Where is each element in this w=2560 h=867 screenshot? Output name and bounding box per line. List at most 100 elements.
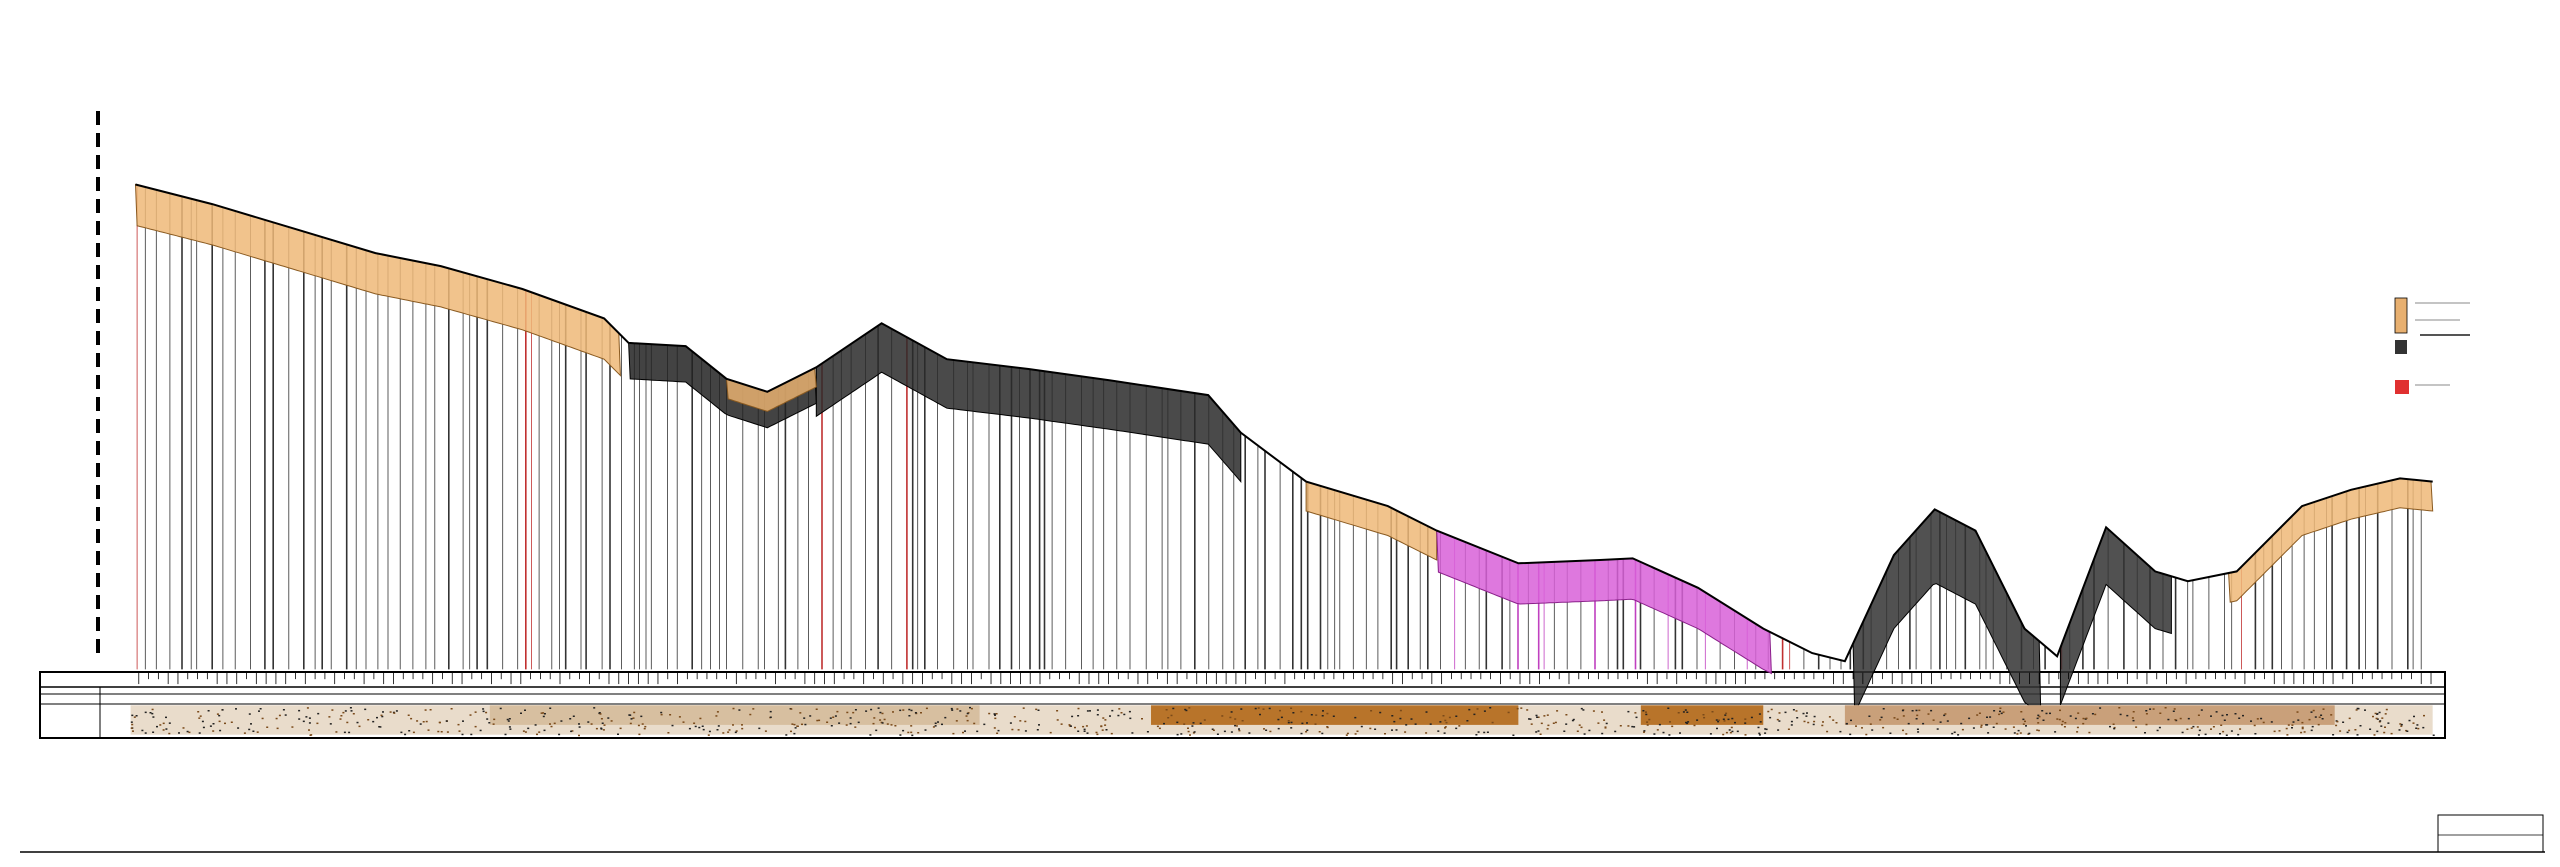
soil-speck <box>1725 712 1728 715</box>
soil-speck <box>2412 722 2415 724</box>
soil-speck <box>969 706 971 709</box>
soil-speck <box>1536 716 1539 718</box>
soil-speck <box>445 720 448 722</box>
soil-speck <box>973 722 976 725</box>
soil-speck <box>2149 708 2152 710</box>
soil-speck <box>2221 714 2224 717</box>
soil-speck <box>1999 710 2001 713</box>
soil-speck <box>2336 720 2339 723</box>
soil-speck <box>1552 722 1555 724</box>
soil-speck <box>955 720 958 722</box>
soil-speck <box>2335 724 2338 727</box>
soil-speck <box>1980 726 1983 728</box>
soil-speck <box>1716 727 1718 730</box>
soil-speck <box>376 716 378 719</box>
soil-speck <box>1187 727 1189 729</box>
soil-speck <box>540 712 543 714</box>
soil-speck <box>2373 734 2376 736</box>
soil-speck <box>892 711 894 713</box>
soil-speck <box>266 726 269 728</box>
soil-speck <box>796 725 799 727</box>
soil-speck <box>959 710 962 712</box>
soil-speck <box>1696 719 1699 721</box>
soil-speck <box>1871 729 1874 731</box>
soil-speck <box>2144 732 2146 734</box>
soil-speck <box>284 714 287 716</box>
soil-speck <box>617 733 619 735</box>
soil-speck <box>298 709 301 712</box>
soil-speck <box>1354 733 1357 735</box>
soil-speck <box>1056 710 1059 712</box>
soil-speck <box>2085 717 2088 720</box>
soil-speck <box>1024 720 1027 723</box>
soil-speck <box>1597 722 1600 724</box>
soil-speck <box>198 732 201 734</box>
soil-speck <box>1235 725 1238 727</box>
soil-speck <box>1796 717 1799 719</box>
soil-speck <box>2285 727 2288 730</box>
soil-speck <box>1529 718 1532 720</box>
soil-speck <box>734 731 737 734</box>
soil-speck <box>162 722 165 725</box>
soil-speck <box>1605 722 1608 725</box>
soil-speck <box>1685 721 1687 724</box>
soil-speck <box>2286 734 2289 736</box>
soil-speck <box>219 729 222 732</box>
soil-speck <box>1473 713 1476 716</box>
soil-speck <box>380 714 383 717</box>
soil-speck <box>738 709 741 711</box>
soil-speck <box>2321 718 2324 720</box>
soil-speck <box>358 725 361 728</box>
soil-speck <box>1658 723 1661 726</box>
soil-speck <box>1633 726 1636 728</box>
soil-speck <box>1795 710 1798 712</box>
soil-speck <box>486 718 489 720</box>
soil-speck <box>144 711 147 714</box>
soil-speck <box>877 707 880 709</box>
soil-speck <box>1849 733 1852 736</box>
soil-speck <box>1191 725 1194 727</box>
soil-speck <box>1917 731 1920 733</box>
soil-speck <box>910 731 913 734</box>
soil-speck <box>2020 711 2023 713</box>
soil-speck <box>678 716 681 718</box>
legend <box>2394 297 2470 394</box>
soil-speck <box>994 717 997 720</box>
soil-speck <box>2197 734 2200 736</box>
soil-speck <box>1528 718 1530 720</box>
soil-speck <box>1703 716 1706 719</box>
soil-speck <box>305 716 308 718</box>
soil-speck <box>1468 708 1471 711</box>
soil-speck <box>633 711 636 714</box>
soil-speck <box>1146 731 1149 733</box>
soil-speck <box>1989 716 1992 718</box>
soil-speck <box>600 727 603 729</box>
soil-speck <box>1277 727 1280 730</box>
soil-speck <box>1684 709 1687 711</box>
soil-speck <box>2432 734 2435 736</box>
soil-speck <box>558 733 561 736</box>
soil-speck <box>2200 709 2203 711</box>
soil-speck <box>457 723 460 726</box>
soil-speck <box>506 718 509 721</box>
soil-speck <box>308 717 311 719</box>
soil-speck <box>1238 728 1240 730</box>
soil-speck <box>1627 710 1630 713</box>
soil-speck <box>524 731 527 733</box>
soil-speck <box>2076 731 2079 733</box>
soil-speck <box>429 709 432 711</box>
soil-speck <box>352 713 355 715</box>
soil-speck <box>886 723 889 725</box>
soil-speck <box>962 731 964 734</box>
soil-speck <box>708 730 711 733</box>
soil-speck <box>2423 714 2425 717</box>
soil-speck <box>2416 724 2419 726</box>
soil-speck <box>404 733 407 736</box>
soil-speck <box>1645 711 1647 713</box>
soil-speck <box>1547 724 1550 727</box>
soil-speck <box>1960 722 1963 725</box>
soil-speck <box>1238 729 1241 732</box>
soil-speck <box>632 717 635 719</box>
soil-speck <box>439 721 441 724</box>
soil-speck <box>875 729 878 732</box>
